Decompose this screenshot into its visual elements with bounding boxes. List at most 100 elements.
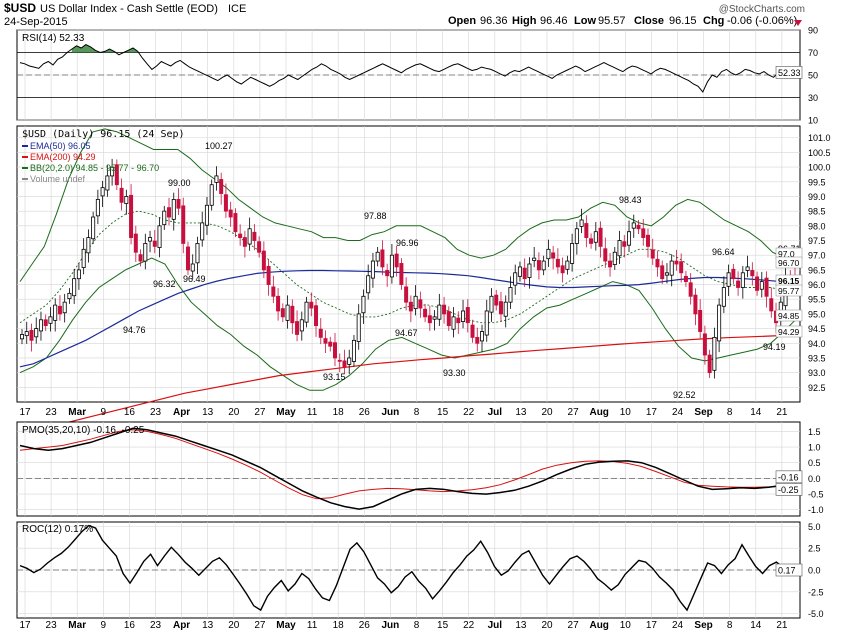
- price-ytick-label: 96.5: [808, 265, 826, 275]
- rsi-ytick-label: 10: [808, 116, 818, 126]
- candle-down: [252, 231, 257, 241]
- price-ytick-label: 99.0: [808, 192, 826, 202]
- candle-up: [574, 228, 579, 244]
- candle-up: [579, 219, 584, 227]
- price-ytick-label: 93.5: [808, 353, 826, 363]
- pmo-ytick-label: 1.0: [808, 443, 821, 453]
- low-label: Low: [574, 15, 596, 27]
- candle-down: [446, 311, 451, 327]
- watermark: @StockCharts.com: [719, 4, 805, 15]
- rsi-ytick-label: 50: [808, 71, 818, 81]
- roc-last-value-box: [775, 563, 803, 577]
- candle-down: [707, 354, 712, 374]
- x-tick-label: 27: [254, 620, 266, 631]
- price-annotation: 94.19: [763, 342, 786, 352]
- candle-up: [124, 196, 129, 204]
- x-tick-label: 14: [750, 407, 762, 418]
- x-tick-label: Jun: [382, 620, 400, 631]
- candle-down: [314, 305, 319, 327]
- candle-up: [389, 254, 394, 278]
- x-tick-label: 9: [101, 407, 107, 418]
- instrument-name: US Dollar Index - Cash Settle (EOD): [40, 3, 218, 15]
- candle-down: [342, 360, 347, 368]
- date: 24-Sep-2015: [4, 16, 68, 28]
- candle-down: [394, 253, 399, 268]
- candle-up: [209, 184, 214, 206]
- candle-down: [589, 238, 594, 244]
- candle-down: [266, 265, 271, 285]
- x-tick-label: 24: [672, 407, 684, 418]
- x-tick-label: 17: [19, 407, 31, 418]
- x-tick-label: 16: [124, 620, 136, 631]
- candle-down: [655, 258, 660, 268]
- price-ytick-label: 95.5: [808, 295, 826, 305]
- candle-down: [750, 270, 755, 277]
- x-tick-label: 14: [750, 620, 762, 631]
- candle-up: [451, 316, 456, 330]
- bb-lower-line: [19, 257, 798, 391]
- candle-down: [133, 233, 138, 253]
- candle-down: [228, 209, 233, 218]
- x-tick-label: 20: [541, 407, 553, 418]
- pmo-ytick-label: 0.5: [808, 458, 821, 468]
- pmo-ytick-label: 1.5: [808, 427, 821, 437]
- candle-up: [195, 243, 200, 264]
- open-label: Open: [448, 15, 476, 27]
- candle-up: [247, 228, 252, 245]
- candle-down: [29, 329, 34, 341]
- candle-down: [683, 275, 688, 283]
- candle-up: [356, 313, 361, 342]
- x-tick-label: Jul: [488, 620, 503, 631]
- candle-up: [480, 331, 485, 342]
- pmo-last-value: -0.16: [778, 472, 799, 482]
- candle-up: [370, 260, 375, 279]
- candle-down: [418, 299, 423, 309]
- x-tick-label: 11: [307, 620, 318, 631]
- candle-up: [717, 304, 722, 342]
- candle-down: [332, 342, 337, 359]
- x-tick-label: May: [276, 620, 296, 631]
- x-tick-label: 8: [727, 407, 733, 418]
- roc-ytick-label: 5.0: [808, 522, 821, 532]
- price-annotation: 98.43: [619, 195, 642, 205]
- candle-up: [532, 257, 537, 261]
- x-tick-label: 27: [254, 407, 266, 418]
- rsi-panel: 90 70 50 30 10 RSI(14) 52.33 52.33: [16, 26, 818, 126]
- chg-label: Chg: [703, 15, 724, 27]
- bb-upper-line: [19, 128, 798, 282]
- candle-down: [276, 295, 281, 312]
- roc-panel: 5.0 2.5 0.0 -2.5 -5.0 ROC(12) 0.17% 0.17: [16, 521, 824, 619]
- candle-down: [295, 321, 300, 335]
- candle-up: [617, 240, 622, 257]
- x-tick-label: Sep: [694, 407, 712, 418]
- price-title: $USD (Daily) 96.15 (24 Sep): [22, 129, 185, 140]
- candle-down: [598, 227, 603, 247]
- candle-down: [167, 207, 172, 218]
- x-tick-label: 17: [19, 620, 31, 631]
- candle-down: [769, 298, 774, 312]
- candle-down: [551, 252, 556, 259]
- candle-down: [427, 315, 432, 324]
- x-tick-label: 20: [228, 620, 240, 631]
- roc-title: ROC(12) 0.17%: [22, 524, 93, 535]
- candle-up: [148, 237, 153, 242]
- pmo-ytick-label: -0.5: [808, 490, 824, 500]
- price-annotation: 93.30: [443, 368, 466, 378]
- candle-down: [470, 324, 475, 338]
- candle-up: [53, 304, 58, 321]
- candle-down: [498, 301, 503, 315]
- candle-up: [204, 204, 209, 226]
- candle-down: [404, 286, 409, 303]
- rsi-ytick-label: 90: [808, 26, 818, 36]
- candle-down: [584, 223, 589, 238]
- candle-down: [290, 305, 295, 324]
- candle-up: [664, 272, 669, 276]
- candle-down: [522, 267, 527, 280]
- open-value: 96.36: [480, 15, 508, 27]
- roc-ytick-label: 0.0: [808, 566, 821, 576]
- candle-down: [280, 308, 285, 318]
- candle-down: [645, 234, 650, 247]
- roc-ytick-label: 2.5: [808, 544, 821, 554]
- candle-down: [181, 205, 186, 244]
- candle-down: [223, 194, 228, 212]
